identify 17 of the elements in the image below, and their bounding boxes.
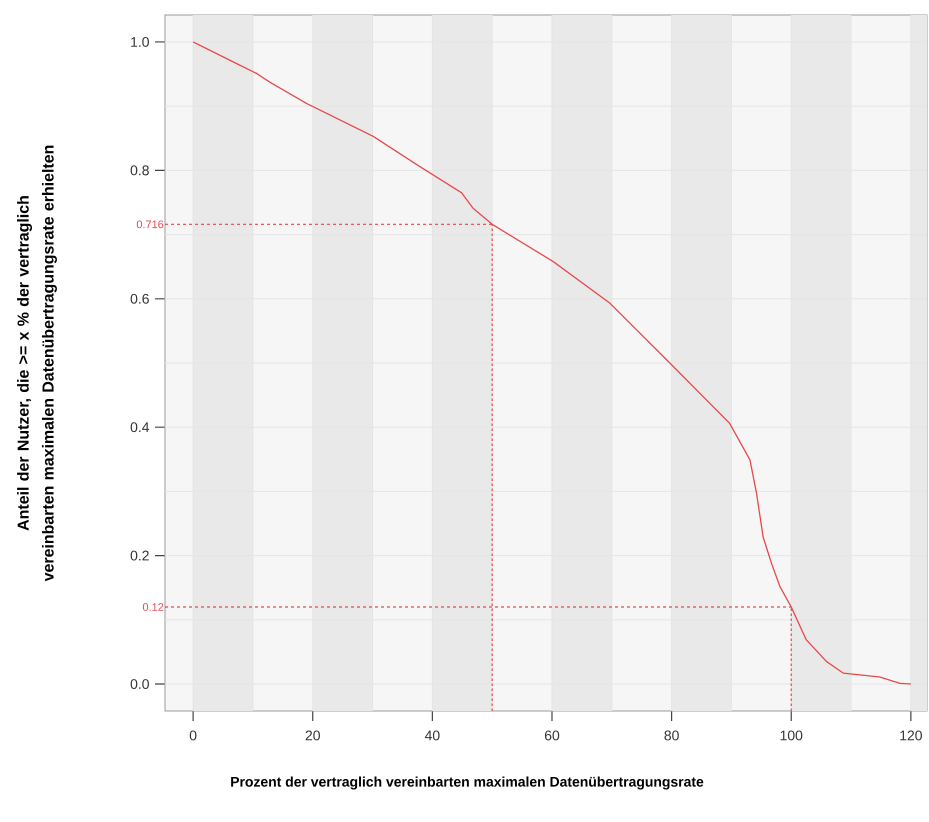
ref-line-label: 0.12 xyxy=(142,603,164,611)
y-tick-label: 1.0 xyxy=(131,37,149,47)
y-tick-label: 0.8 xyxy=(130,165,149,176)
x-tick-label: 0 xyxy=(190,730,196,740)
x-tick-label: 40 xyxy=(424,730,440,740)
x-tick-label: 80 xyxy=(664,730,679,740)
y-tick-label: 0.2 xyxy=(130,550,149,561)
y-axis-title: Anteil der Nutzer, die >= x % der vertraglich vereinbarten maximalen Datenübertragungsrate erhielten xyxy=(17,146,57,582)
x-tick-label: 60 xyxy=(544,730,560,740)
x-tick-label: 120 xyxy=(900,730,922,740)
x-axis-title: Prozent der vertraglich vereinbarten maximalen Datenübertragungsrate xyxy=(231,776,704,790)
y-tick-label: 0.6 xyxy=(130,294,149,304)
ref-line-label: 0.716 xyxy=(136,220,164,228)
y-tick-label: 0.0 xyxy=(130,679,149,689)
x-tick-label: 20 xyxy=(306,730,320,740)
x-tick-label: 100 xyxy=(780,730,802,740)
y-tick-label: 0.4 xyxy=(130,422,150,432)
